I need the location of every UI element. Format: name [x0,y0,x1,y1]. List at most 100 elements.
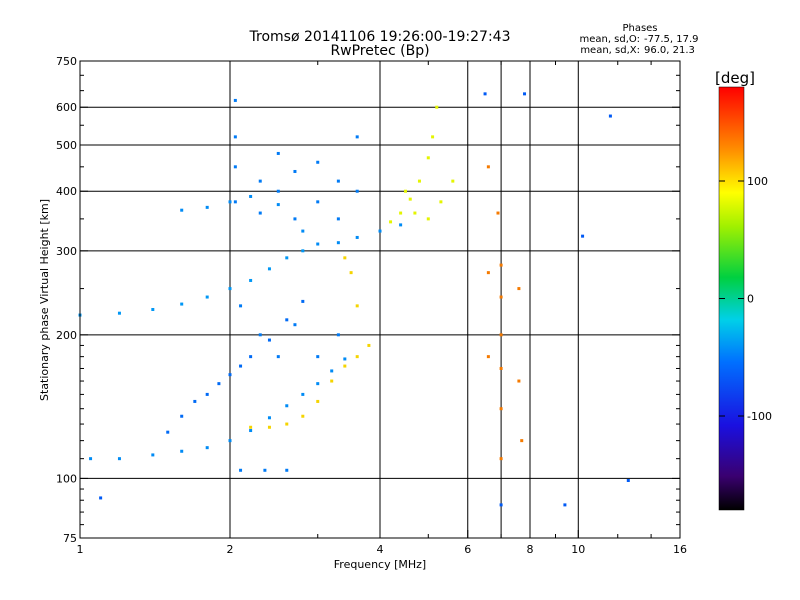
data-point [316,242,320,246]
data-point [285,468,289,472]
data-point [520,439,524,443]
data-point [336,333,340,337]
colorbar-tick-label: 100 [747,175,768,188]
data-point [301,414,305,418]
data-point [581,234,585,238]
data-point [205,392,209,396]
data-point [486,271,490,275]
data-point [336,241,340,245]
data-point [285,422,289,426]
data-point [523,92,527,96]
data-point [239,304,243,308]
data-point [258,211,262,215]
data-point [276,189,280,193]
x-tick-label: 1 [77,543,84,556]
data-point [180,302,184,306]
data-point [276,355,280,359]
x-tick-label: 16 [673,543,687,556]
stats-heading: Phases [622,23,657,34]
data-point [263,468,267,472]
data-point [267,416,271,420]
data-point [217,382,221,386]
data-point [239,364,243,368]
data-point [249,429,253,433]
data-point [486,165,490,169]
data-point [117,311,121,315]
data-point [499,407,503,411]
y-tick-label: 300 [56,245,77,258]
x-tick-label: 2 [227,543,234,556]
data-point [267,338,271,342]
data-point [349,271,353,275]
chart-title: Tromsø 20141106 19:26:00-19:27:43 [249,29,511,45]
data-point [499,503,503,507]
data-point [233,135,237,139]
data-point [608,114,612,118]
y-tick-label: 600 [56,101,77,114]
data-point [233,165,237,169]
stats-x-values: 96.0, 21.3 [644,45,695,56]
y-tick-label: 500 [56,139,77,152]
data-point [451,179,455,183]
data-point [355,235,359,239]
data-point [499,366,503,370]
data-point [355,304,359,308]
colorbar-tick-label: -100 [747,410,772,423]
chart-subtitle: RwPretec (Bp) [330,43,429,59]
data-point [285,318,289,322]
data-point [496,211,500,215]
tick-layer: 1 2 4 6 8 10 16 75 100 200 300 400 500 600 750 [56,55,687,556]
data-point [228,373,232,377]
data-point [239,468,243,472]
data-point [89,457,93,461]
data-point [228,287,232,291]
data-point [180,449,184,453]
data-point [258,333,262,337]
y-tick-label: 100 [56,472,77,485]
data-point [276,151,280,155]
data-point [431,135,435,139]
data-point [205,446,209,450]
data-point [417,179,421,183]
data-point [151,307,155,311]
data-point [301,249,305,253]
data-point [151,453,155,457]
data-point [301,229,305,233]
data-point [336,179,340,183]
data-point [316,160,320,164]
data-points [78,92,630,507]
data-point [205,295,209,299]
data-point [626,478,630,482]
y-tick-label: 75 [63,532,77,545]
data-point [180,208,184,212]
x-tick-label: 8 [527,543,534,556]
y-tick-label: 400 [56,185,77,198]
data-point [228,200,232,204]
data-point [486,355,490,359]
stats-o-label: mean, sd,O: [579,34,640,45]
data-point [343,357,347,361]
data-point [193,399,197,403]
data-point [316,200,320,204]
data-point [276,203,280,207]
data-point [367,343,371,347]
data-point [426,156,430,160]
y-tick-label: 200 [56,329,77,342]
data-point [233,200,237,204]
data-point [301,299,305,303]
data-point [355,135,359,139]
y-tick-label: 750 [56,55,77,68]
data-point [563,503,567,507]
stats-x-label: mean, sd,X: [580,45,640,56]
grid-layer [80,61,680,538]
data-point [403,189,407,193]
data-point [180,414,184,418]
data-point [293,169,297,173]
data-point [499,457,503,461]
colorbar-ticks: 100 0 -100 [719,175,772,423]
data-point [285,404,289,408]
data-point [316,382,320,386]
data-point [408,197,412,201]
x-tick-label: 6 [464,543,471,556]
